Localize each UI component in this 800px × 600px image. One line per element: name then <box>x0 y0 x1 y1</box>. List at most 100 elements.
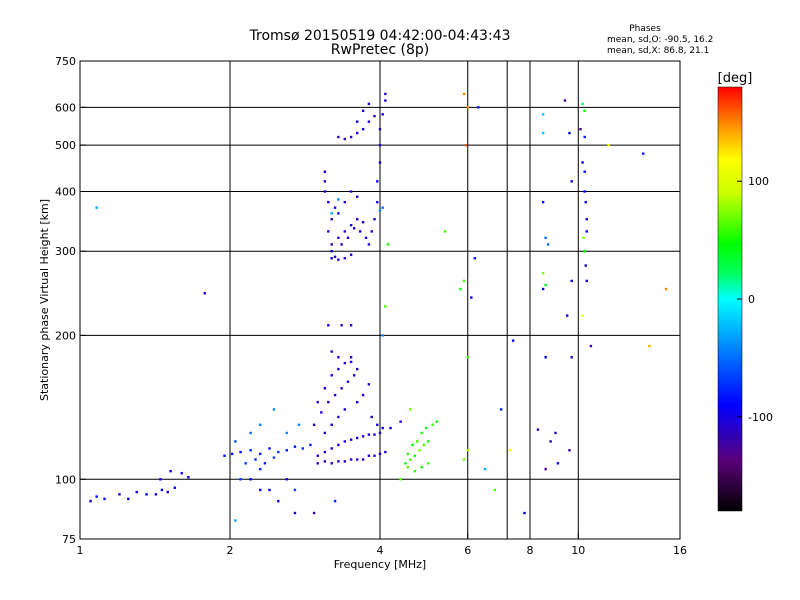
data-point <box>583 109 586 113</box>
data-point <box>406 465 410 469</box>
data-point <box>166 490 169 494</box>
data-point <box>565 314 569 317</box>
data-point <box>355 195 359 198</box>
data-point <box>337 460 340 463</box>
chart-subtitle: RwPretec (8p) <box>331 42 429 58</box>
data-point <box>541 131 545 135</box>
data-point <box>477 106 480 109</box>
data-point <box>159 478 162 481</box>
data-point <box>581 161 584 164</box>
data-point <box>556 462 560 465</box>
data-point <box>160 488 164 492</box>
colorbar-tick-label: 100 <box>748 175 769 188</box>
data-point <box>409 458 412 461</box>
data-point <box>499 408 503 411</box>
data-point <box>293 511 297 515</box>
data-point <box>340 324 343 327</box>
data-point <box>579 127 582 131</box>
data-point <box>361 435 365 438</box>
data-point <box>570 279 573 283</box>
data-point <box>415 440 419 443</box>
data-point <box>103 497 106 501</box>
chart-title: Tromsø 20150519 04:42:00-04:43:43 <box>249 28 511 44</box>
data-point <box>376 200 379 204</box>
data-point <box>330 218 333 221</box>
data-point <box>323 170 327 173</box>
data-point <box>343 361 347 365</box>
data-point <box>378 431 382 435</box>
data-point <box>277 499 280 503</box>
data-point <box>343 408 347 411</box>
data-point <box>411 443 414 447</box>
data-point <box>343 230 347 233</box>
data-point <box>373 218 376 221</box>
x-tick-label: 6 <box>464 544 471 557</box>
data-point <box>583 190 586 193</box>
data-point <box>169 469 172 473</box>
data-point <box>323 450 327 454</box>
phase-line-o: mean, sd,O: -90.5, 16.2 <box>607 35 713 45</box>
data-point <box>570 356 573 359</box>
data-point <box>337 356 340 359</box>
data-point <box>585 218 588 221</box>
data-point <box>285 431 288 435</box>
data-point <box>370 415 373 419</box>
data-point <box>361 221 365 224</box>
data-point <box>316 462 319 465</box>
data-point <box>230 452 234 456</box>
data-point <box>418 449 421 452</box>
data-point <box>404 462 407 465</box>
data-point <box>568 449 571 452</box>
x-tick-label: 4 <box>377 544 384 557</box>
data-point <box>376 180 379 183</box>
data-point <box>563 99 567 102</box>
data-point <box>337 135 340 139</box>
x-tick-label: 10 <box>571 544 585 557</box>
data-point <box>541 287 545 291</box>
data-point <box>381 426 384 430</box>
data-point <box>323 431 327 435</box>
data-point <box>234 519 237 522</box>
data-point <box>367 454 371 457</box>
data-point <box>420 465 423 469</box>
x-tick-label: 8 <box>527 544 534 557</box>
data-point <box>293 445 297 448</box>
data-point <box>367 120 371 123</box>
x-axis-label: Frequency [MHz] <box>334 558 426 571</box>
data-point <box>378 143 382 147</box>
y-tick-label: 750 <box>55 55 76 68</box>
y-axis: 75 100 200 300 400 500 600 750 <box>55 55 86 546</box>
data-point <box>343 460 347 463</box>
data-point <box>343 200 347 204</box>
data-point <box>249 478 252 481</box>
data-point <box>277 450 280 454</box>
data-point <box>89 499 92 503</box>
data-point <box>268 488 271 492</box>
data-point <box>607 143 610 147</box>
data-point <box>384 92 387 96</box>
data-point <box>585 230 588 233</box>
data-point <box>381 206 384 209</box>
data-point <box>361 393 365 397</box>
data-point <box>239 478 242 481</box>
x-axis: 1 2 4 6 8 10 16 <box>77 533 687 557</box>
data-point <box>413 469 417 473</box>
data-point <box>431 423 434 427</box>
data-point <box>367 383 371 386</box>
data-point <box>272 456 276 459</box>
data-point <box>358 230 362 233</box>
data-point <box>355 436 359 440</box>
data-point <box>349 360 353 364</box>
data-point <box>420 431 423 435</box>
data-point <box>349 458 353 461</box>
data-point <box>244 462 247 465</box>
data-point <box>466 356 469 359</box>
colorbar-label: [deg] <box>718 71 753 86</box>
y-tick-label: 75 <box>62 533 76 546</box>
data-point <box>272 408 276 411</box>
data-point <box>349 324 353 327</box>
data-point <box>378 127 382 131</box>
data-point <box>323 460 327 463</box>
colorbar-tick-label: -100 <box>748 411 773 424</box>
data-point <box>337 367 340 371</box>
